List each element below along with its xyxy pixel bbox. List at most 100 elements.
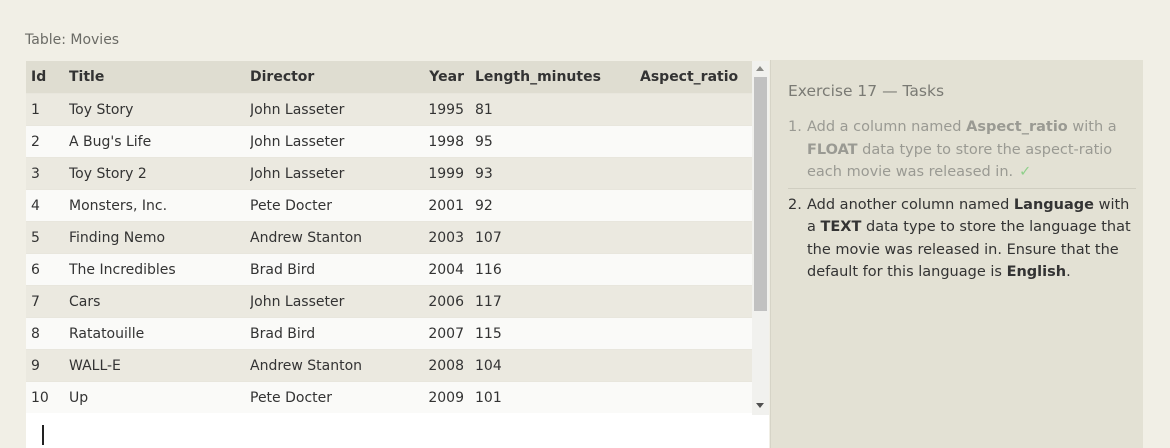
cell-id: 1 (26, 93, 69, 126)
cell-id: 6 (26, 253, 69, 286)
cell-director: John Lasseter (250, 157, 409, 190)
cell-id: 7 (26, 285, 69, 318)
cell-year: 2007 (409, 317, 475, 350)
cell-title: A Bug's Life (69, 125, 250, 158)
cell-id: 4 (26, 189, 69, 222)
cell-director: Pete Docter (250, 189, 409, 222)
cell-length-minutes: 92 (475, 189, 640, 222)
cell-director: Pete Docter (250, 381, 409, 413)
cell-title: Up (69, 381, 250, 413)
cell-director: Andrew Stanton (250, 221, 409, 254)
cell-id: 3 (26, 157, 69, 190)
exercise-heading: Exercise 17 — Tasks (788, 82, 945, 100)
cell-year: 2006 (409, 285, 475, 318)
scroll-up-arrow-icon[interactable] (756, 66, 764, 71)
task-text: data type to store the aspect-ratio each… (807, 141, 1113, 181)
cell-title: Cars (69, 285, 250, 318)
task-list: 1. Add a column named Aspect_ratio with a… (788, 116, 1136, 284)
task-number: 2. (788, 196, 802, 213)
cell-title: The Incredibles (69, 253, 250, 286)
task-text: Add another column named (807, 196, 1014, 213)
scroll-down-arrow-icon[interactable] (756, 403, 764, 408)
cell-length-minutes: 81 (475, 93, 640, 126)
task-text: . (1066, 264, 1071, 280)
movies-table: Id Title Director Year Length_minutes As… (26, 61, 752, 413)
cell-year: 2004 (409, 253, 475, 286)
cell-title: WALL-E (69, 349, 250, 382)
cell-year: 2009 (409, 381, 475, 413)
column-header-length-minutes: Length_minutes (475, 61, 640, 94)
cell-title: Ratatouille (69, 317, 250, 350)
column-header-id: Id (26, 61, 69, 94)
cell-length-minutes: 93 (475, 157, 640, 190)
cell-aspect-ratio (640, 93, 752, 126)
task-text: with a (807, 196, 1130, 236)
cell-id: 8 (26, 317, 69, 350)
column-header-aspect-ratio: Aspect_ratio (640, 61, 752, 94)
table-row: 9 WALL-E Andrew Stanton 2008 104 (26, 349, 752, 382)
column-header-director: Director (250, 61, 409, 94)
task-text: with a (1067, 119, 1117, 135)
cell-year: 1998 (409, 125, 475, 158)
cell-length-minutes: 104 (475, 349, 640, 382)
cell-director: Andrew Stanton (250, 349, 409, 382)
scroll-thumb[interactable] (754, 77, 767, 311)
column-header-year: Year (409, 61, 475, 94)
cell-aspect-ratio (640, 349, 752, 382)
cell-length-minutes: 107 (475, 221, 640, 254)
cell-aspect-ratio (640, 317, 752, 350)
table-header-row: Id Title Director Year Length_minutes As… (26, 61, 752, 94)
table-row: 4 Monsters, Inc. Pete Docter 2001 92 (26, 189, 752, 222)
table-row: 3 Toy Story 2 John Lasseter 1999 93 (26, 157, 752, 190)
cell-aspect-ratio (640, 221, 752, 254)
cell-title: Toy Story 2 (69, 157, 250, 190)
task-keyword: English (1006, 264, 1067, 280)
task-text: data type to store the language that the… (807, 219, 1131, 280)
cell-director: John Lasseter (250, 285, 409, 318)
cell-id: 2 (26, 125, 69, 158)
cell-director: John Lasseter (250, 93, 409, 126)
cell-id: 10 (26, 381, 69, 413)
cell-year: 1995 (409, 93, 475, 126)
cell-length-minutes: 95 (475, 125, 640, 158)
cell-id: 9 (26, 349, 69, 382)
task-panel: Exercise 17 — Tasks 1. Add a column named… (770, 60, 1143, 448)
task-keyword: Aspect_ratio (966, 119, 1068, 135)
task-item-1: 1. Add a column named Aspect_ratio with a… (788, 116, 1136, 189)
table-caption: Table: Movies (25, 32, 120, 48)
table-row: 5 Finding Nemo Andrew Stanton 2003 107 (26, 221, 752, 254)
cell-title: Finding Nemo (69, 221, 250, 254)
cell-aspect-ratio (640, 285, 752, 318)
cell-length-minutes: 117 (475, 285, 640, 318)
table-row: 6 The Incredibles Brad Bird 2004 116 (26, 253, 752, 286)
cell-aspect-ratio (640, 125, 752, 158)
movies-table-body: 1 Toy Story John Lasseter 1995 81 2 A Bug's Li… (26, 93, 752, 413)
cell-year: 2001 (409, 189, 475, 222)
cell-director: John Lasseter (250, 125, 409, 158)
task-text: Add a column named (807, 119, 967, 135)
cell-title: Monsters, Inc. (69, 189, 250, 222)
cell-aspect-ratio (640, 189, 752, 222)
table-scrollbar[interactable] (752, 61, 769, 415)
task-keyword: FLOAT (807, 141, 858, 158)
task-number: 1. (788, 119, 802, 135)
cell-length-minutes: 115 (475, 317, 640, 350)
cell-year: 2008 (409, 349, 475, 382)
task-keyword: Language (1013, 196, 1094, 213)
cell-id: 5 (26, 221, 69, 254)
table-row: 10 Up Pete Docter 2009 101 (26, 381, 752, 413)
cell-aspect-ratio (640, 381, 752, 413)
cell-year: 2003 (409, 221, 475, 254)
cell-title: Toy Story (69, 93, 250, 126)
cell-year: 1999 (409, 157, 475, 190)
cell-length-minutes: 101 (475, 381, 640, 413)
task-keyword: TEXT (820, 219, 862, 235)
table-row: 1 Toy Story John Lasseter 1995 81 (26, 93, 752, 126)
cell-director: Brad Bird (250, 317, 409, 350)
task-item-2: 2. Add another column named Language with… (788, 194, 1136, 284)
query-editor[interactable] (26, 415, 769, 448)
text-caret (42, 425, 44, 445)
cell-aspect-ratio (640, 253, 752, 286)
